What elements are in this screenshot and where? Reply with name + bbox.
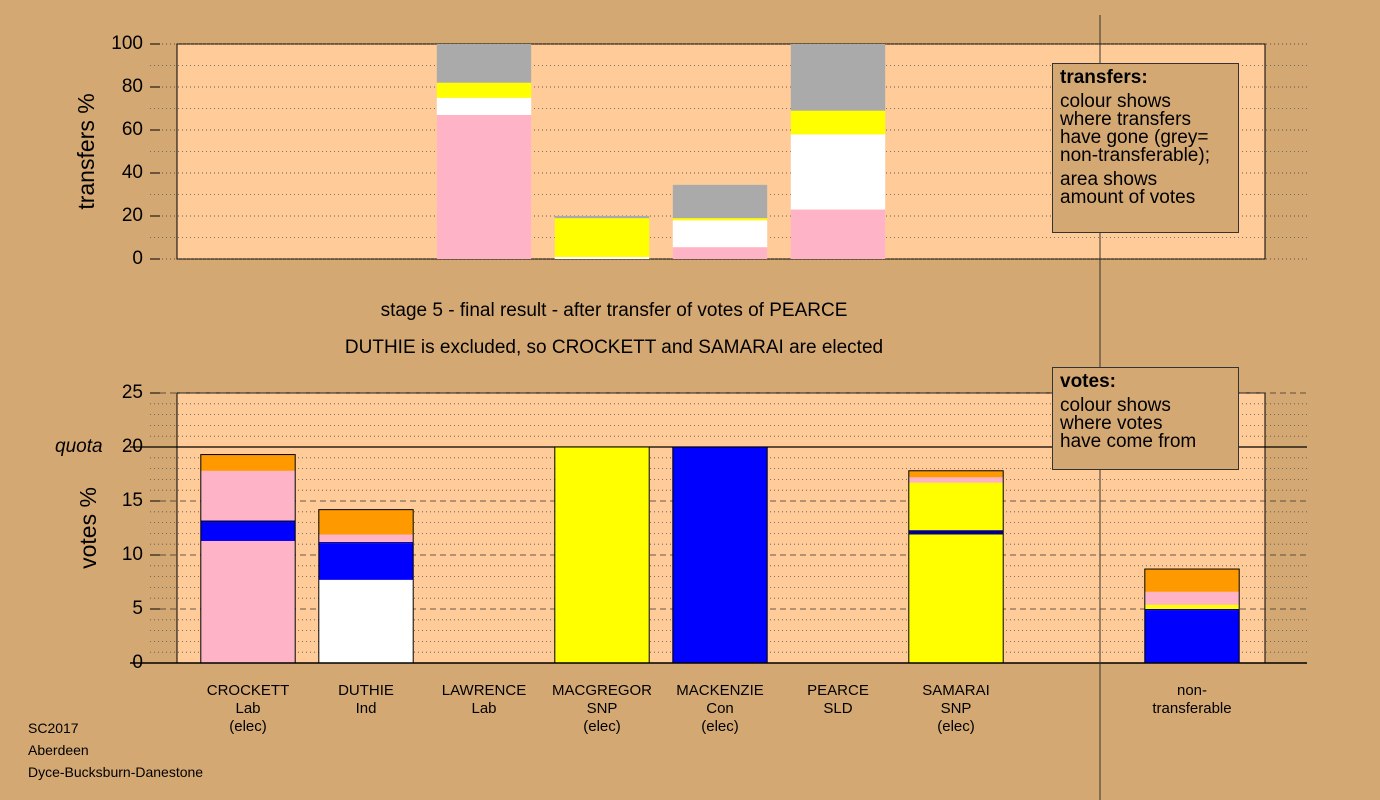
y-tick-label: 60 [122,119,143,140]
x-tick-label: PEARCE SLD [807,682,869,717]
bar-segment [318,579,414,663]
x-tick-label: MACKENZIE Con (elec) [676,682,764,735]
x-tick-label: CROCKETT Lab (elec) [206,682,290,735]
bar-segment [200,540,296,663]
bar-segment [554,216,650,219]
bar-segment [436,82,532,98]
x-tick-label: SAMARAI SNP (elec) [922,682,990,735]
y-tick-label: 80 [122,76,143,97]
bar-segment [318,509,414,535]
bar-segment [200,454,296,471]
bar-segment [318,534,414,543]
note-heading: votes: [1060,371,1116,392]
y-tick-label: 5 [132,598,143,619]
bar-segment [436,44,532,83]
bar-segment [1144,591,1240,605]
y-tick-label: 20 [122,205,143,226]
y-tick-label: 100 [111,33,143,54]
chart-title: stage 5 - final result - after transfer … [380,300,848,321]
bar-segment [436,97,532,115]
x-tick-label: DUTHIE Ind [338,682,394,717]
footer-text: Aberdeen [28,742,89,758]
note-text: area shows amount of votes [1060,169,1196,208]
bar-segment [790,209,886,259]
chart-subtitle: DUTHIE is excluded, so CROCKETT and SAMA… [344,337,884,358]
bar-segment [1144,604,1240,609]
bar-segment [1144,569,1240,592]
x-tick-label: MACGREGOR SNP (elec) [551,682,652,735]
bar-segment [554,447,650,663]
bar-segment [318,543,414,580]
bar-segment [554,218,650,257]
bar-segment [672,220,768,248]
y-axis-title: transfers % [73,93,99,209]
bar-segment [200,520,296,523]
bar-segment [908,470,1004,478]
bar-segment [908,482,1004,531]
bar-segment [672,247,768,259]
y-tick-label: 10 [122,544,143,565]
quota-label: quota [55,436,103,457]
bar-segment [436,114,532,259]
bar-segment [790,110,886,135]
footer-text: Dyce-Bucksburn-Danestone [28,764,204,780]
bar-segment [908,534,1004,663]
bar-segment [1144,609,1240,611]
bar-segment [672,218,768,221]
note-box: votes: colour shows where votes have com… [1052,367,1239,470]
note-heading: transfers: [1060,67,1148,88]
note-text: colour shows where votes have come from [1060,395,1197,452]
footer-text: SC2017 [28,720,79,736]
note-box: transfers: colour shows where transfers … [1052,63,1239,233]
bar-segment [672,184,768,219]
bar-segment [908,530,1004,535]
bar-segment [318,542,414,544]
bar-segment [790,44,886,111]
y-tick-label: 40 [122,162,143,183]
y-tick-label: 0 [132,248,143,269]
bar-segment [200,470,296,521]
y-tick-label: 25 [122,382,143,403]
bar-segment [1144,610,1240,663]
x-tick-label: LAWRENCE Lab [441,682,527,717]
bar-segment [908,477,1004,483]
bar-segment [200,522,296,541]
bar-segment [790,134,886,210]
bar-segment [672,447,768,663]
bar-segment [554,256,650,259]
y-tick-label: 15 [122,490,143,511]
y-axis-title: votes % [75,487,101,569]
x-tick-label: non- transferable [1152,682,1232,717]
note-text: colour shows where transfers have gone (… [1060,91,1210,166]
